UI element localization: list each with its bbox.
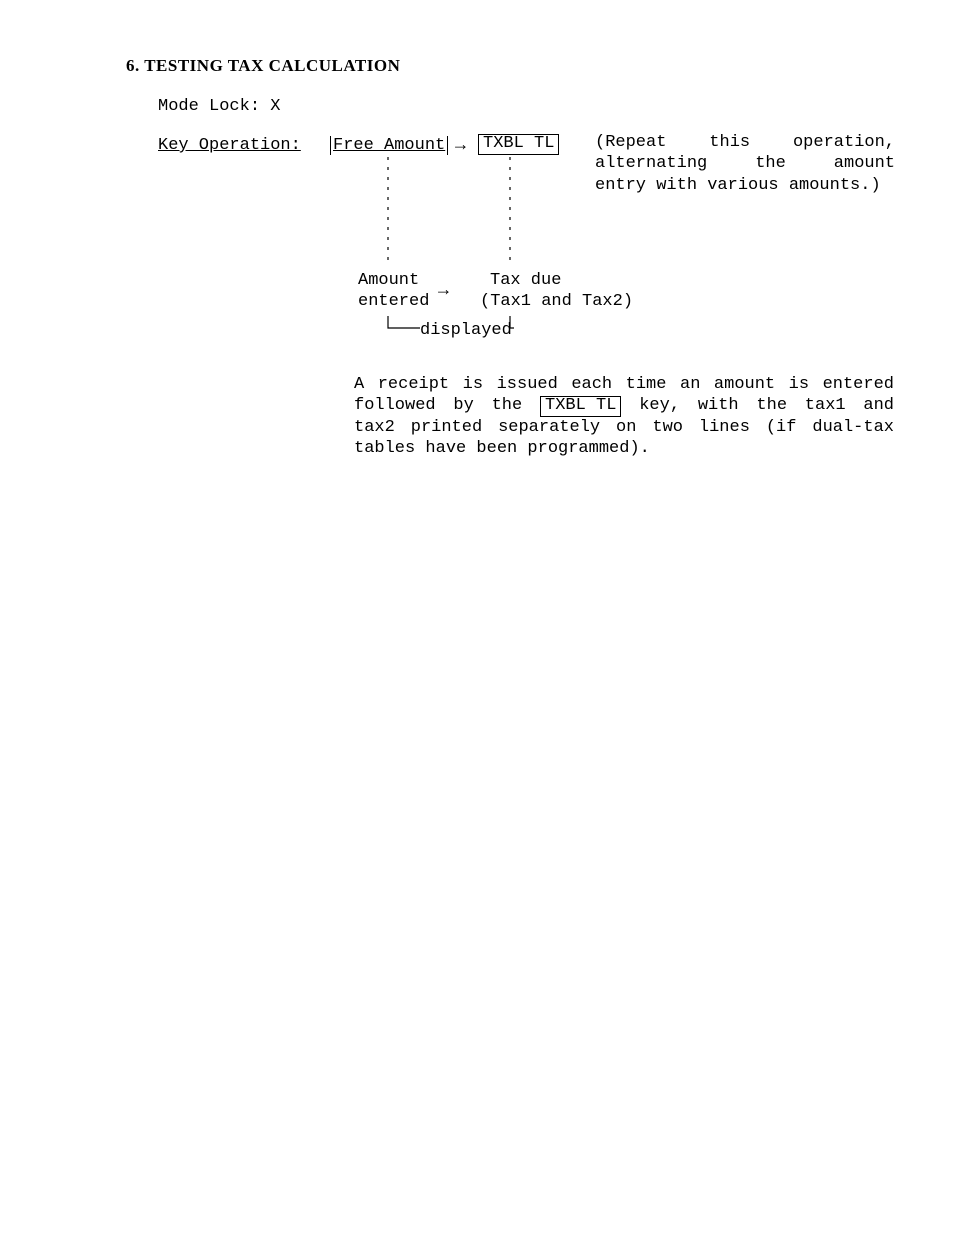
amount-entered-block: Amount entered xyxy=(358,270,429,313)
document-page: 6. TESTING TAX CALCULATION Mode Lock: X … xyxy=(0,0,954,1239)
bracket-left xyxy=(388,316,420,328)
para-line2b: key, with the tax1 and xyxy=(639,396,894,415)
taxdue-line1: Tax due xyxy=(480,270,633,291)
para-line1: A receipt is issued each time an amount … xyxy=(354,374,894,395)
amount-line2: entered xyxy=(358,291,429,312)
arrow-icon-2: → xyxy=(438,280,449,303)
para-line4: tables have been programmed). xyxy=(354,438,894,459)
para-line2a: followed by the xyxy=(354,396,522,415)
displayed-label: displayed xyxy=(420,320,512,341)
explanation-paragraph: A receipt is issued each time an amount … xyxy=(354,374,894,459)
para-line3: tax2 printed separately on two lines (if… xyxy=(354,417,894,438)
taxdue-line2: (Tax1 and Tax2) xyxy=(480,291,633,312)
diagram-svg xyxy=(0,0,954,1239)
amount-line1: Amount xyxy=(358,270,429,291)
para-line2-key: TXBL TL xyxy=(540,396,621,417)
para-line2: followed by the TXBL TL key, with the ta… xyxy=(354,395,894,417)
tax-due-block: Tax due (Tax1 and Tax2) xyxy=(480,270,633,313)
